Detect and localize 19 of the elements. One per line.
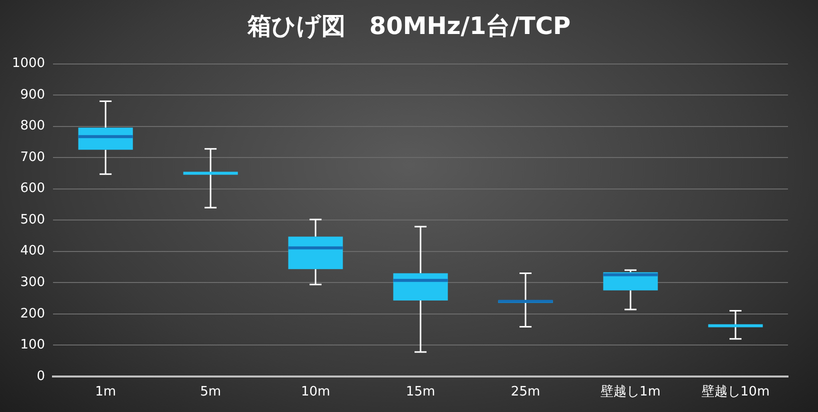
y-tick-label: 600 <box>20 181 46 196</box>
y-tick-label: 900 <box>20 87 46 102</box>
x-tick-label: 15m <box>406 384 436 400</box>
x-tick-label: 10m <box>300 384 330 400</box>
x-tick-label: 25m <box>510 384 540 400</box>
y-tick-label: 400 <box>20 244 46 259</box>
y-tick-label: 500 <box>20 212 46 228</box>
y-tick-label: 1000 <box>12 56 46 72</box>
y-tick-label: 200 <box>20 306 46 322</box>
chart-title: 箱ひげ図 80MHz/1台/TCP <box>246 11 572 42</box>
y-tick-label: 300 <box>20 274 46 290</box>
y-tick-label: 700 <box>20 150 46 165</box>
x-tick-label: 壁越し1m <box>600 384 660 400</box>
y-tick-label: 800 <box>20 118 46 134</box>
x-tick-label: 1m <box>95 384 116 400</box>
y-tick-label: 0 <box>36 368 46 384</box>
x-tick-label: 壁越し10m <box>701 384 770 400</box>
x-tick-label: 5m <box>200 384 222 400</box>
y-tick-label: 100 <box>20 338 46 353</box>
